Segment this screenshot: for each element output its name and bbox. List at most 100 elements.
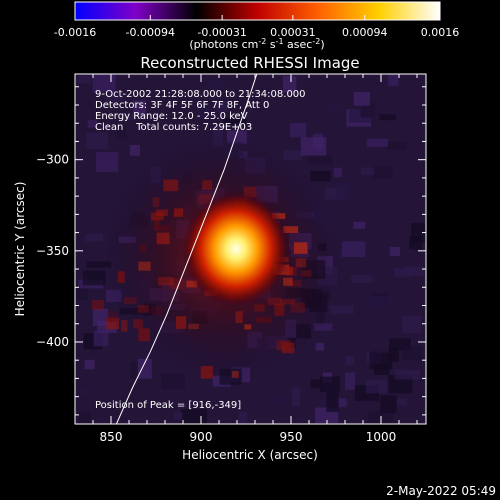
- noise-block: [373, 363, 390, 375]
- x-tick-label: 900: [190, 430, 213, 444]
- emission-fragment: [188, 323, 199, 330]
- noise-block: [372, 166, 393, 179]
- noise-block: [117, 126, 127, 140]
- image-area: [75, 74, 426, 424]
- emission-fragment: [121, 320, 128, 332]
- emission-fragment: [137, 305, 149, 313]
- noise-block: [82, 270, 106, 286]
- emission-fragment: [294, 242, 308, 254]
- noise-block: [207, 78, 223, 90]
- noise-block: [92, 74, 116, 93]
- emission-fragment: [92, 300, 104, 310]
- noise-block: [78, 411, 91, 424]
- noise-block: [121, 113, 137, 121]
- emission-fragment: [163, 179, 179, 192]
- noise-block: [397, 398, 407, 406]
- x-tick-label: 850: [100, 430, 123, 444]
- emission-fragment: [286, 266, 293, 276]
- noise-block: [86, 132, 108, 150]
- noise-block: [283, 76, 297, 93]
- annotation-block: 9-Oct-2002 21:28:08.000 to 21:34:08.000 …: [95, 89, 306, 133]
- annotation-energy: Energy Range: 12.0 - 25.0 keV: [95, 111, 248, 122]
- noise-block: [75, 387, 89, 396]
- noise-block: [366, 138, 388, 147]
- y-tick-label: −350: [36, 244, 69, 258]
- colorbar-ticks: -0.0016 -0.00094 -0.00031 0.00031 0.00094 0.0…: [54, 15, 459, 39]
- x-axis-ticks: 850 900 950 1000: [74, 74, 418, 444]
- emission-fragment: [186, 280, 198, 288]
- emission-fragment: [155, 225, 169, 232]
- noise-block: [330, 305, 354, 314]
- y-axis-label: Heliocentric Y (arcsec): [13, 182, 27, 317]
- noise-block: [310, 171, 331, 182]
- noise-block: [87, 120, 97, 128]
- x-axis-label: Heliocentric X (arcsec): [182, 448, 318, 462]
- emission-fragment: [295, 258, 307, 268]
- noise-block: [272, 397, 287, 404]
- noise-block: [336, 398, 346, 407]
- noise-block: [319, 376, 340, 393]
- noise-block: [95, 152, 119, 172]
- noise-block: [409, 236, 423, 250]
- emission-fragment: [173, 208, 184, 217]
- emission-fragment: [152, 197, 160, 208]
- noise-block: [366, 379, 388, 394]
- emission-fragment: [255, 316, 272, 323]
- noise-block: [238, 411, 248, 424]
- colorbar-units: (photons cm-2 s-1 asec-2): [189, 37, 324, 51]
- emission-fragment: [106, 311, 118, 323]
- emission-fragment: [288, 280, 302, 287]
- noise-block: [389, 247, 400, 256]
- colorbar-tick-label: -0.00031: [197, 26, 246, 39]
- x-tick-label: 1000: [366, 430, 397, 444]
- emission-fragment: [283, 277, 293, 286]
- noise-block: [300, 137, 327, 156]
- noise-block: [333, 167, 342, 178]
- noise-block: [308, 154, 333, 165]
- source-blob: [182, 191, 290, 307]
- solar-limb-curve: [115, 74, 258, 424]
- noise-block: [388, 348, 399, 362]
- noise-block: [380, 395, 397, 414]
- noise-block: [360, 167, 375, 175]
- emission-fragment: [151, 306, 163, 316]
- emission-fragment: [267, 297, 282, 306]
- noise-block: [345, 355, 355, 365]
- noise-block: [341, 241, 366, 257]
- emission-fragment: [280, 299, 296, 305]
- noise-block: [402, 346, 423, 361]
- chart-title: Reconstructed RHESSI Image: [140, 54, 359, 72]
- noise-block: [310, 379, 322, 389]
- emission-fragment: [133, 319, 143, 329]
- colorbar-tick-label: 0.0016: [421, 26, 460, 39]
- y-tick-label: −300: [36, 153, 69, 167]
- noise-block: [215, 101, 229, 113]
- emission-fragment: [274, 303, 285, 316]
- emission-fragment: [139, 244, 146, 253]
- emission-fragment: [153, 217, 160, 230]
- emission-fragment: [106, 317, 119, 330]
- noise-block: [173, 412, 183, 420]
- noise-block: [291, 387, 300, 407]
- noise-block: [86, 261, 112, 268]
- emission-fragment: [156, 232, 170, 245]
- colorbar-tick-label: -0.0016: [54, 26, 96, 39]
- noise-block: [283, 150, 302, 160]
- noise-block: [368, 296, 394, 307]
- annotation-detectors: Detectors: 3F 4F 5F 6F 7F 8F, Att 0: [95, 100, 269, 111]
- emission-fragment: [158, 276, 174, 286]
- noise-block: [133, 100, 146, 116]
- noise-block: [324, 187, 346, 200]
- emission-fragment: [243, 186, 257, 198]
- noise-block: [387, 141, 407, 150]
- emission-fragment: [202, 180, 212, 190]
- x-tick-label: 950: [280, 430, 303, 444]
- noise-block: [290, 123, 307, 138]
- emission-fragment: [231, 371, 239, 378]
- peak-position-label: Position of Peak = [916,-349]: [95, 400, 241, 411]
- noise-block: [196, 100, 211, 120]
- noise-block: [394, 369, 420, 380]
- colorbar-tick-label: 0.00031: [270, 26, 316, 39]
- emission-fragment: [198, 194, 212, 204]
- emission-fragment: [290, 302, 305, 313]
